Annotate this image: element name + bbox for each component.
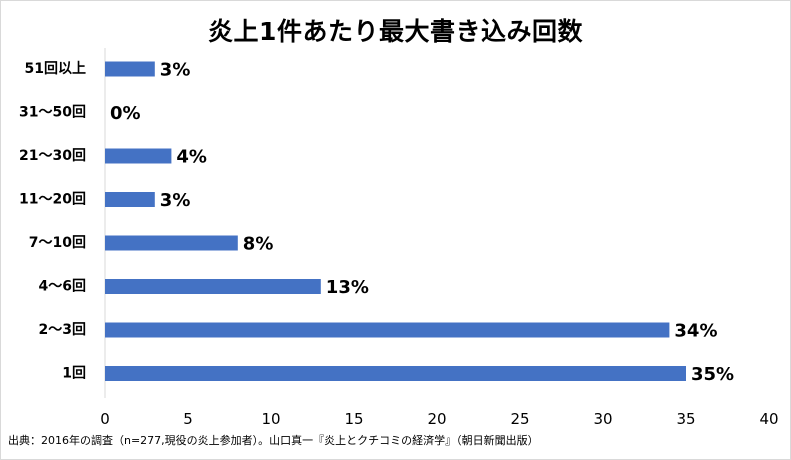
- category-label: 31～50回: [19, 105, 86, 121]
- bar: [105, 279, 321, 294]
- bar: [105, 366, 686, 381]
- category-labels: 51回以上 31～50回 21～30回 11～20回 7～10回 4～6回 2～3回 1回: [19, 61, 86, 382]
- data-label: 0%: [110, 103, 141, 124]
- chart-title: 炎上1件あたり最大書き込み回数: [208, 17, 583, 46]
- source-note: 出典：2016年の調査（n=277,現役の炎上参加者）。山口真一『炎上とクチコミ…: [8, 434, 539, 447]
- x-tick-label: 15: [344, 410, 363, 428]
- category-label: 4～6回: [39, 279, 86, 295]
- bar: [105, 235, 238, 251]
- bar: [105, 322, 670, 338]
- x-tick-label: 30: [593, 410, 612, 428]
- category-label: 1回: [62, 366, 86, 382]
- x-tick-labels: 0 5 10 15 20 25 30 35 40: [100, 410, 778, 428]
- bars: [105, 61, 686, 381]
- bar: [105, 192, 155, 207]
- x-tick-label: 25: [510, 410, 529, 428]
- x-tick-label: 20: [427, 410, 446, 428]
- category-label: 7～10回: [29, 235, 86, 251]
- bar: [105, 61, 155, 77]
- category-label: 11～20回: [19, 192, 86, 208]
- data-label: 34%: [674, 321, 717, 342]
- data-label: 35%: [691, 364, 734, 385]
- data-label: 4%: [176, 147, 207, 168]
- x-tick-label: 10: [261, 410, 280, 428]
- x-tick-label: 35: [676, 410, 695, 428]
- x-tick-label: 0: [100, 410, 110, 428]
- data-label: 13%: [326, 277, 369, 298]
- category-label: 21～30回: [19, 148, 86, 164]
- bar: [105, 148, 172, 164]
- value-labels: 3% 0% 4% 3% 8% 13% 34% 35%: [110, 60, 734, 386]
- x-tick-label: 40: [759, 410, 778, 428]
- category-label: 51回以上: [25, 61, 86, 77]
- data-label: 3%: [160, 60, 191, 81]
- data-label: 8%: [243, 234, 274, 255]
- category-label: 2～3回: [39, 322, 86, 338]
- data-label: 3%: [160, 190, 191, 211]
- x-tick-label: 5: [183, 410, 193, 428]
